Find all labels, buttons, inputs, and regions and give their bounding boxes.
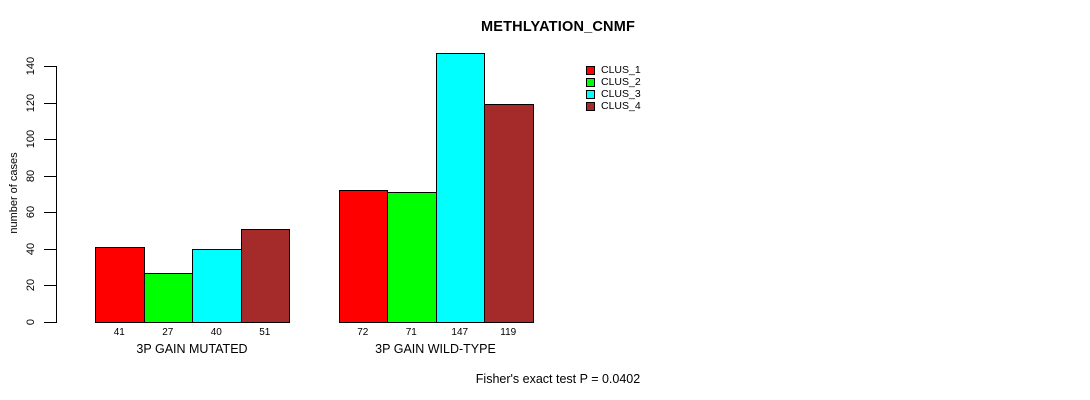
y-axis-tick bbox=[44, 285, 56, 286]
legend-swatch-icon bbox=[586, 77, 595, 87]
legend-swatch-icon bbox=[586, 65, 595, 75]
bar-value-label: 147 bbox=[451, 327, 469, 338]
y-axis-tick-label: 20 bbox=[25, 278, 37, 292]
bar-clus_2-1 bbox=[143, 272, 193, 323]
annotation-fishers-test: Fisher's exact test P = 0.0402 bbox=[475, 372, 641, 386]
legend-swatch-icon bbox=[586, 89, 595, 99]
legend-row-clus_1: CLUS_1 bbox=[586, 64, 641, 76]
legend-row-clus_4: CLUS_4 bbox=[586, 100, 641, 112]
chart-title: METHLYATION_CNMF bbox=[480, 19, 636, 35]
x-category-label: 3P GAIN MUTATED bbox=[136, 342, 248, 356]
y-axis-tick bbox=[44, 249, 56, 250]
y-axis-tick-label: 60 bbox=[25, 205, 37, 219]
y-axis-tick bbox=[44, 103, 56, 104]
y-axis-tick bbox=[44, 139, 56, 140]
bar-clus_3-1 bbox=[192, 248, 242, 323]
y-axis-line bbox=[56, 65, 57, 323]
bar-clus_1-2 bbox=[338, 190, 388, 323]
y-axis-tick bbox=[44, 66, 56, 67]
bar-clus_4-1 bbox=[240, 228, 290, 323]
legend: CLUS_1 CLUS_2 CLUS_3 CLUS_4 bbox=[586, 64, 641, 112]
bar-value-label: 72 bbox=[357, 327, 369, 338]
x-category-label: 3P GAIN WILD-TYPE bbox=[375, 342, 496, 356]
bar-value-label: 119 bbox=[500, 327, 517, 338]
y-axis-tick-label: 120 bbox=[25, 93, 37, 113]
y-axis-tick-label: 100 bbox=[25, 129, 37, 149]
bar-clus_1-1 bbox=[95, 247, 145, 323]
bar-value-label: 41 bbox=[113, 327, 125, 338]
bar-clus_3-2 bbox=[435, 53, 485, 323]
legend-label: CLUS_2 bbox=[601, 76, 641, 88]
legend-label: CLUS_4 bbox=[601, 100, 641, 112]
bar-value-label: 71 bbox=[405, 327, 417, 338]
legend-row-clus_2: CLUS_2 bbox=[586, 76, 641, 88]
y-axis-tick-label: 0 bbox=[25, 318, 37, 326]
y-axis-label: number of cases bbox=[8, 152, 20, 234]
bar-value-label: 27 bbox=[162, 327, 174, 338]
bar-clus_4-2 bbox=[484, 104, 534, 323]
y-axis-tick-label: 40 bbox=[25, 242, 37, 256]
y-axis-tick bbox=[44, 322, 56, 323]
y-axis-tick bbox=[44, 212, 56, 213]
legend-label: CLUS_3 bbox=[601, 88, 641, 100]
legend-label: CLUS_1 bbox=[601, 64, 641, 76]
bar-value-label: 40 bbox=[210, 327, 222, 338]
y-axis-tick-label: 80 bbox=[25, 169, 37, 183]
y-axis-tick bbox=[44, 176, 56, 177]
legend-row-clus_3: CLUS_3 bbox=[586, 88, 641, 100]
bar-clus_2-2 bbox=[387, 192, 437, 323]
y-axis-tick-label: 140 bbox=[25, 56, 37, 76]
bar-value-label: 51 bbox=[259, 327, 271, 338]
legend-swatch-icon bbox=[586, 101, 595, 111]
